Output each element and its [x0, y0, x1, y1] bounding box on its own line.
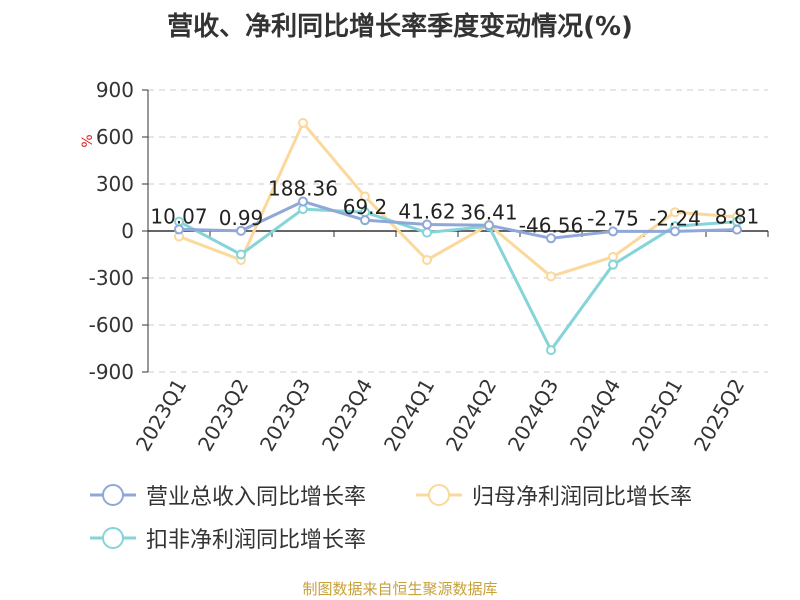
data-label: -2.75 [587, 206, 639, 230]
x-tick-label: 2023Q3 [255, 375, 315, 456]
legend-label-net-profit: 归母净利润同比增长率 [472, 485, 693, 510]
data-point [360, 191, 370, 202]
legend-item-revenue[interactable]: 营业总收入同比增长率 [90, 479, 366, 511]
x-tick-label: 2024Q4 [565, 375, 625, 456]
data-label: -46.56 [519, 213, 583, 237]
grid-lines [148, 89, 768, 373]
x-tick-label: 2024Q2 [441, 375, 501, 456]
chart-title: 营收、净利同比增长率季度变动情况(%) [167, 12, 633, 42]
legend-item-net-profit[interactable]: 归母净利润同比增长率 [416, 479, 692, 511]
data-point [546, 271, 556, 282]
x-tick-label: 2025Q2 [689, 375, 749, 456]
series-lines [178, 121, 738, 352]
series-points [174, 117, 742, 356]
series-line-0 [178, 199, 738, 240]
y-tick-label: 900 [96, 78, 134, 102]
x-tick-label: 2025Q1 [627, 375, 687, 456]
legend-item-deducted-profit[interactable]: 扣非净利润同比增长率 [90, 522, 366, 554]
legend-label-revenue: 营业总收入同比增长率 [146, 485, 367, 510]
data-label: -2.24 [649, 206, 701, 230]
data-point [732, 224, 742, 235]
data-point [670, 226, 680, 237]
y-tick-label: -300 [89, 266, 134, 290]
data-point [484, 220, 494, 231]
data-label: 0.99 [219, 206, 264, 230]
series-line-1 [178, 121, 738, 278]
legend-swatch-net-profit [416, 484, 462, 506]
data-point [546, 233, 556, 244]
x-tick-label: 2023Q2 [193, 375, 253, 456]
x-tick-label: 2023Q4 [317, 375, 377, 456]
y-tick-label: -900 [89, 360, 134, 384]
legend-swatch-deducted-profit [90, 527, 136, 549]
data-point [422, 227, 432, 238]
data-label: 10.07 [150, 204, 207, 228]
y-tick-label: 0 [121, 219, 134, 243]
data-point [298, 117, 308, 128]
data-point [298, 196, 308, 207]
legend-swatch-revenue [90, 484, 136, 506]
data-source-note: 制图数据来自恒生聚源数据库 [302, 580, 498, 598]
data-point [608, 251, 618, 262]
data-point [360, 215, 370, 226]
data-point [174, 224, 184, 235]
data-label: 41.62 [398, 199, 455, 223]
y-tick-label: 600 [96, 125, 134, 149]
data-point [608, 259, 618, 270]
data-point [546, 345, 556, 356]
series-line-2 [178, 207, 738, 352]
x-tick-label: 2024Q3 [503, 375, 563, 456]
data-point [422, 219, 432, 230]
data-label: 8.81 [715, 205, 760, 229]
x-tick-label: 2023Q1 [131, 375, 191, 456]
data-point [236, 225, 246, 236]
data-point [422, 254, 432, 265]
y-axis: 900 600 300 0 -300 -600 -900% [80, 78, 149, 384]
y-tick-label: -600 [89, 313, 134, 337]
legend-label-deducted-profit: 扣非净利润同比增长率 [146, 528, 367, 553]
data-label: 69.2 [343, 195, 388, 219]
x-axis: 2023Q1 2023Q2 2023Q3 2023Q4 2024Q1 2024Q2 2024… [131, 230, 769, 456]
data-point [670, 207, 680, 218]
data-point [236, 249, 246, 260]
y-axis-label: % [80, 134, 96, 147]
y-tick-label: 300 [96, 172, 134, 196]
x-tick-label: 2024Q1 [379, 375, 439, 456]
data-label: 36.41 [460, 200, 517, 224]
data-point [608, 226, 618, 237]
data-label: 188.36 [268, 176, 338, 200]
